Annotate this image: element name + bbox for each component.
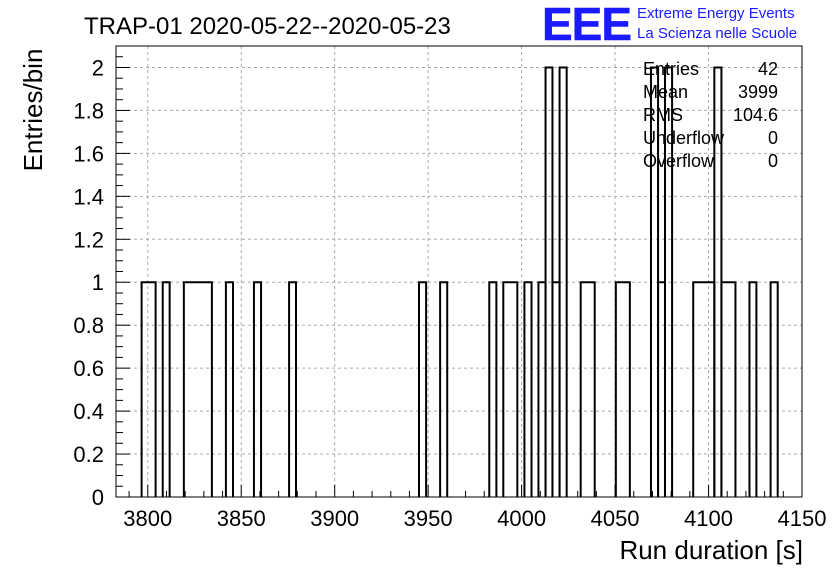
stats-value: 42 <box>758 59 778 79</box>
histogram-bin <box>140 281 157 497</box>
histogram-bin <box>417 281 428 497</box>
histogram-bins <box>140 66 779 497</box>
y-tick-label: 0.2 <box>73 442 104 467</box>
y-tick-label: 1.2 <box>73 227 104 252</box>
x-axis-label: Run duration [s] <box>619 535 803 565</box>
y-tick-label: 1.4 <box>73 184 104 209</box>
x-tick-label: 4000 <box>497 506 546 531</box>
histogram-bin <box>748 281 758 497</box>
eee-logo-mark: EEE <box>542 0 631 50</box>
histogram-bin <box>523 281 533 497</box>
stats-value: 0 <box>768 128 778 148</box>
histogram-bin <box>663 66 674 497</box>
eee-logo: EEE Extreme Energy Events La Scienza nel… <box>542 0 797 50</box>
histogram-bin <box>720 281 737 497</box>
x-tick-label: 4100 <box>684 506 733 531</box>
stats-label: Overflow <box>643 151 715 171</box>
stats-label: Mean <box>643 82 688 102</box>
histogram-bin <box>439 281 449 497</box>
y-tick-label: 2 <box>92 55 104 80</box>
histogram-bin <box>558 66 568 497</box>
stats-value: 0 <box>768 151 778 171</box>
stats-label: Underflow <box>643 128 725 148</box>
histogram-bin <box>288 281 298 497</box>
y-tick-label: 1 <box>92 270 104 295</box>
y-tick-label: 0.6 <box>73 356 104 381</box>
histogram-bin <box>502 281 519 497</box>
histogram-bin <box>161 281 171 497</box>
histogram-bin <box>182 281 213 497</box>
stats-value: 3999 <box>738 82 778 102</box>
x-tick-label: 4150 <box>778 506 827 531</box>
axis-tick-labels: 3800 3850 3900 3950 4000 4050 4100 4150 0 0.2 0.4 0… <box>73 55 826 531</box>
histogram-bin <box>579 281 596 497</box>
stats-label: Entries <box>643 59 699 79</box>
histogram-bin <box>224 281 235 497</box>
x-tick-label: 3950 <box>404 506 453 531</box>
y-tick-label: 0.4 <box>73 399 104 424</box>
histogram-bin <box>488 281 498 497</box>
x-tick-label: 3800 <box>123 506 172 531</box>
histogram-bin <box>769 281 779 497</box>
histogram-bin <box>614 281 631 497</box>
y-axis-label: Entries/bin <box>18 49 48 172</box>
stats-value: 104.6 <box>733 105 778 125</box>
y-tick-label: 1.6 <box>73 141 104 166</box>
y-tick-label: 1.8 <box>73 98 104 123</box>
statistics-box: Entries 42 Mean 3999 RMS 104.6 Underflow 0 Overf… <box>643 59 778 171</box>
y-tick-label: 0 <box>92 485 104 510</box>
x-tick-label: 3850 <box>217 506 266 531</box>
eee-logo-line1: Extreme Energy Events <box>637 5 795 22</box>
histogram-bin <box>252 281 263 497</box>
axis-ticks <box>116 45 803 498</box>
y-tick-label: 0.8 <box>73 313 104 338</box>
eee-logo-line2: La Scienza nelle Scuole <box>637 25 797 42</box>
x-tick-label: 3900 <box>310 506 359 531</box>
stats-label: RMS <box>643 105 683 125</box>
chart-title: TRAP-01 2020-05-22--2020-05-23 <box>84 13 451 40</box>
x-tick-label: 4050 <box>591 506 640 531</box>
